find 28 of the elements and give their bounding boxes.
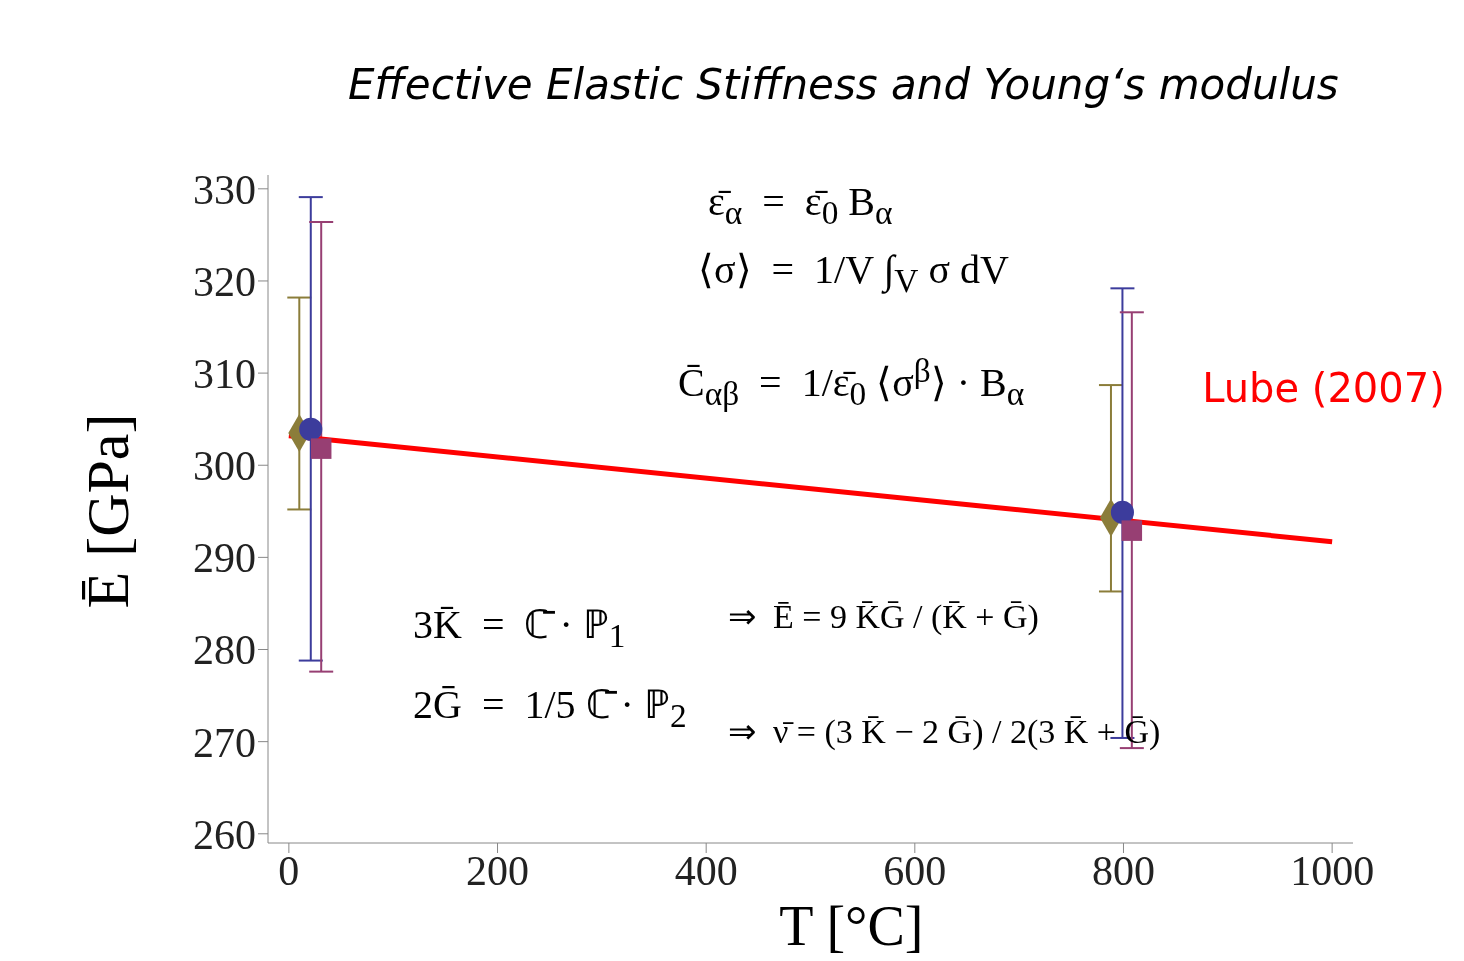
x-tick-label: 1000 — [1290, 847, 1375, 894]
annotation: 2Ḡ = 1/5 ℂ̄ · ℙ$_{2}$ — [413, 682, 687, 735]
text: Lube (2007) — [1202, 364, 1445, 411]
x-tick-label: 400 — [674, 847, 738, 894]
point — [1121, 520, 1143, 541]
y-tick-label: 290 — [193, 535, 256, 582]
y-tick-label: 310 — [193, 351, 256, 398]
point — [310, 438, 332, 459]
annotation: ⇒ Ē = 9 K̄Ḡ / (K̄ + Ḡ) — [728, 598, 1039, 636]
chart-title: Effective Elastic Stiffness and Young‘s modulus — [348, 60, 1339, 109]
annotation: C̄$_{αβ}$ = 1/ε̄$_{0}$ ⟨σ$^{β}$⟩ · B$_{α}$ — [678, 352, 1025, 413]
annotation: ⟨σ⟩ = 1/V ∫$_{V}$ σ dV — [698, 247, 1009, 300]
x-tick-label: 200 — [466, 847, 530, 894]
x-tick-label: 800 — [1091, 847, 1155, 894]
x-axis-title: T [°C] — [779, 895, 924, 957]
point — [299, 417, 323, 441]
y-tick-label: 260 — [193, 811, 256, 858]
annotation: ε̄$_{α}$ = ε̄$_{0}$ B$_{α}$ — [708, 179, 893, 232]
point — [1110, 500, 1134, 524]
y-tick-label: 280 — [193, 627, 256, 674]
y-tick-label: 300 — [193, 443, 256, 490]
x-tick-label: 600 — [883, 847, 947, 894]
y-tick-label: 330 — [193, 166, 256, 213]
annotation: 3K̄ = ℂ̄ · ℙ$_{1}$ — [413, 602, 626, 655]
y-axis-title: Ē [GPa] — [75, 413, 141, 609]
y-tick-label: 320 — [193, 258, 256, 305]
x-tick-label: 0 — [278, 847, 300, 894]
y-tick-label: 270 — [193, 719, 256, 766]
